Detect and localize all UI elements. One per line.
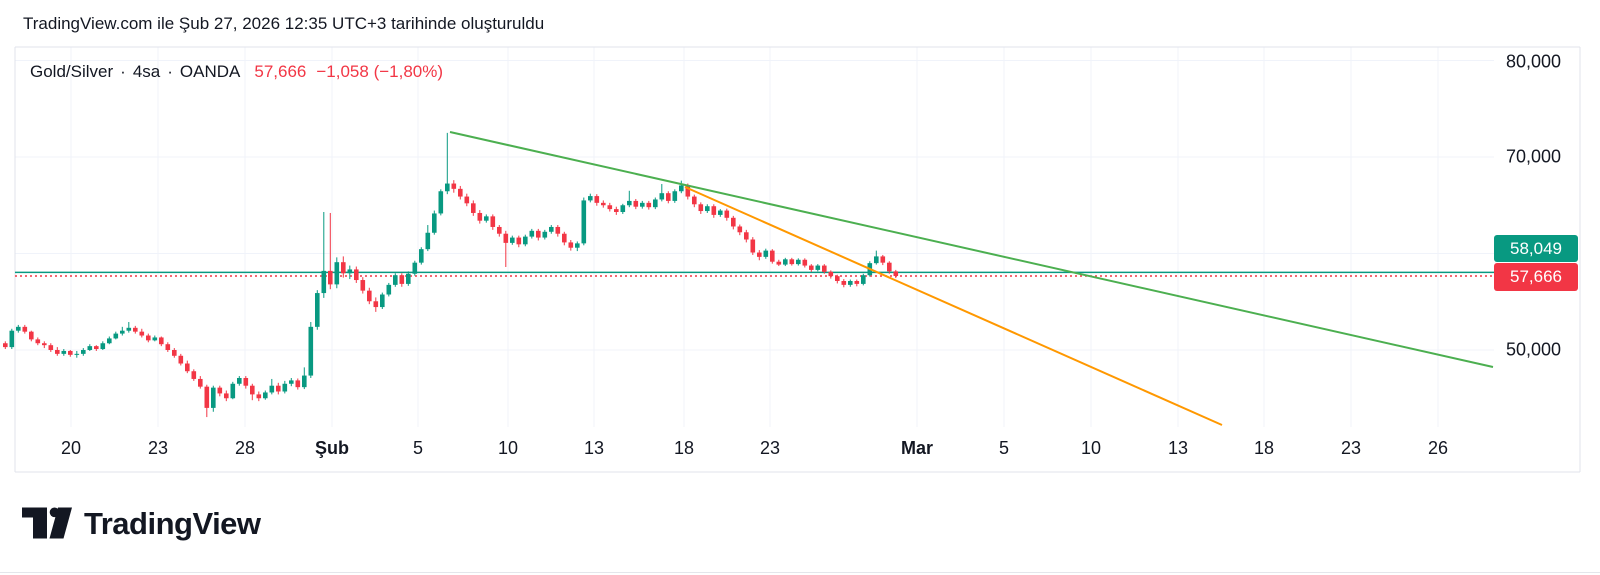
x-axis-label: Şub: [315, 438, 349, 458]
price-change-value: −1,058 (−1,80%): [316, 62, 444, 81]
x-axis-label: 18: [673, 438, 695, 458]
x-axis-label: 10: [497, 438, 519, 458]
symbol-legend: Gold/Silver · 4sa · OANDA 57,666 −1,058 (−1,80…: [30, 62, 443, 82]
x-axis-label: 23: [759, 438, 781, 458]
tradingview-logo-icon: [22, 507, 72, 539]
price-badge: 58,049: [1494, 235, 1578, 262]
candles[interactable]: [3, 132, 899, 418]
legend-separator: ·: [120, 62, 126, 81]
grid-lines: [15, 47, 1494, 427]
x-axis-label: 13: [1167, 438, 1189, 458]
chart-border: [14, 46, 1581, 473]
y-axis-label: 50,000: [1506, 339, 1562, 360]
x-axis-label: Mar: [900, 438, 934, 458]
legend-separator: ·: [167, 62, 173, 81]
last-price-value: 57,666: [254, 62, 307, 81]
x-axis-label: 20: [60, 438, 82, 458]
y-axis-label: 80,000: [1506, 51, 1562, 72]
y-axis-label: 70,000: [1506, 146, 1562, 167]
x-axis-label: 23: [147, 438, 169, 458]
descending-trendline-orange[interactable]: [684, 186, 1223, 426]
x-axis-label: 28: [234, 438, 256, 458]
bottom-divider: [0, 572, 1600, 573]
tradingview-wordmark: TradingView: [84, 506, 261, 541]
x-axis-label: 26: [1427, 438, 1449, 458]
x-axis-label: 23: [1340, 438, 1362, 458]
x-axis-label: 5: [998, 438, 1010, 458]
symbol-title: Gold/Silver: [30, 62, 114, 81]
attribution-text: TradingView.com ile Şub 27, 2026 12:35 U…: [23, 14, 545, 33]
x-axis-label: 13: [583, 438, 605, 458]
tradingview-logo[interactable]: TradingView: [22, 507, 261, 541]
exchange-label: OANDA: [179, 62, 241, 81]
x-axis-label: 18: [1253, 438, 1275, 458]
x-axis-label: 10: [1080, 438, 1102, 458]
descending-trendline-green[interactable]: [449, 131, 1494, 368]
price-badge: 57,666: [1494, 263, 1578, 291]
x-axis-label: 5: [412, 438, 424, 458]
interval-label: 4sa: [132, 62, 161, 81]
